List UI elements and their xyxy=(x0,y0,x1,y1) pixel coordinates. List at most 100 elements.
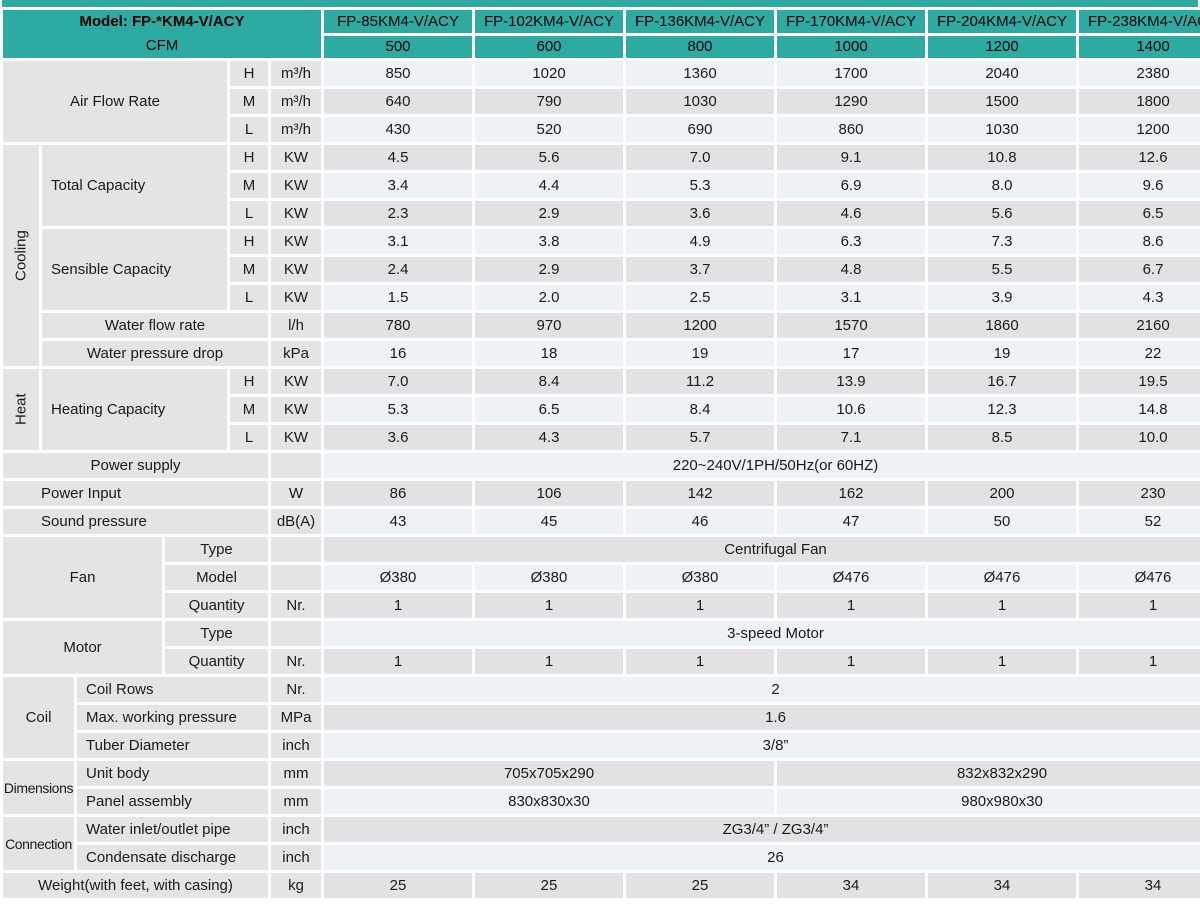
data-cell: 7.0 xyxy=(324,369,472,394)
data-cell: 2.5 xyxy=(626,285,774,310)
merged-value-panel-large: 980x980x30 xyxy=(777,789,1200,814)
unit-label: KW xyxy=(271,145,321,170)
unit-label xyxy=(271,565,321,590)
data-cell: 6.7 xyxy=(1079,257,1200,282)
data-cell: 3.8 xyxy=(475,229,623,254)
data-cell: 4.4 xyxy=(475,173,623,198)
col-header: FP-238KM4-V/ACY xyxy=(1079,10,1200,33)
unit-label: Nr. xyxy=(271,649,321,674)
cfm-value: 1400 xyxy=(1079,35,1200,58)
sub-label-quantity: Quantity xyxy=(165,649,268,674)
data-cell: 780 xyxy=(324,313,472,338)
speed-label: L xyxy=(230,117,268,142)
unit-label: inch xyxy=(271,817,321,842)
data-cell: 8.0 xyxy=(928,173,1076,198)
merged-value-unit-body-small: 705x705x290 xyxy=(324,761,774,786)
row-label-power-supply: Power supply xyxy=(3,453,268,478)
unit-label xyxy=(271,453,321,478)
col-header: FP-204KM4-V/ACY xyxy=(928,10,1076,33)
data-cell: 1 xyxy=(475,593,623,618)
unit-label: m³/h xyxy=(271,89,321,114)
sub-label-type: Type xyxy=(165,537,268,562)
row-label-tuber-diameter: Tuber Diameter xyxy=(77,733,268,758)
row-label-sensible-capacity: Sensible Capacity xyxy=(42,229,227,310)
unit-label xyxy=(271,537,321,562)
model-label: Model: FP-*KM4-V/ACY xyxy=(79,13,245,30)
data-cell: 34 xyxy=(928,873,1076,898)
data-cell: 9.6 xyxy=(1079,173,1200,198)
cfm-value: 500 xyxy=(324,35,472,58)
data-cell: 34 xyxy=(1079,873,1200,898)
col-header: FP-170KM4-V/ACY xyxy=(777,10,925,33)
unit-label: mm xyxy=(271,789,321,814)
data-cell: 8.4 xyxy=(626,397,774,422)
row-label-air-flow: Air Flow Rate xyxy=(3,61,227,142)
data-cell: 25 xyxy=(475,873,623,898)
data-cell: 200 xyxy=(928,481,1076,506)
row-label-power-input: Power Input xyxy=(3,481,268,506)
data-cell: 5.3 xyxy=(324,397,472,422)
data-cell: 43 xyxy=(324,509,472,534)
speed-label: M xyxy=(230,89,268,114)
unit-label: W xyxy=(271,481,321,506)
data-cell: 11.2 xyxy=(626,369,774,394)
data-cell: 16.7 xyxy=(928,369,1076,394)
data-cell: 2380 xyxy=(1079,61,1200,86)
data-cell: 2040 xyxy=(928,61,1076,86)
speed-label: H xyxy=(230,369,268,394)
speed-label: M xyxy=(230,397,268,422)
data-cell: 1860 xyxy=(928,313,1076,338)
data-cell: 1 xyxy=(626,593,774,618)
row-label-coil-rows: Coil Rows xyxy=(77,677,268,702)
unit-label xyxy=(271,621,321,646)
data-cell: 13.9 xyxy=(777,369,925,394)
merged-value-panel-small: 830x830x30 xyxy=(324,789,774,814)
data-cell: 8.4 xyxy=(475,369,623,394)
data-cell: 1030 xyxy=(928,117,1076,142)
data-cell: 19 xyxy=(626,341,774,366)
data-cell: 790 xyxy=(475,89,623,114)
sub-label-type: Type xyxy=(165,621,268,646)
merged-value-max-pressure: 1.6 xyxy=(324,705,1200,730)
data-cell: 1 xyxy=(928,649,1076,674)
data-cell: 520 xyxy=(475,117,623,142)
unit-label: l/h xyxy=(271,313,321,338)
data-cell: 6.5 xyxy=(475,397,623,422)
row-label-total-capacity: Total Capacity xyxy=(42,145,227,226)
group-label-fan: Fan xyxy=(3,537,162,618)
data-cell: 10.0 xyxy=(1079,425,1200,450)
spec-table: Model: FP-*KM4-V/ACY CFM FP-85KM4-V/ACY … xyxy=(0,7,1200,901)
unit-label: KW xyxy=(271,369,321,394)
data-cell: 1800 xyxy=(1079,89,1200,114)
data-cell: 106 xyxy=(475,481,623,506)
data-cell: 6.5 xyxy=(1079,201,1200,226)
data-cell: 4.6 xyxy=(777,201,925,226)
data-cell: 5.6 xyxy=(475,145,623,170)
unit-label: m³/h xyxy=(271,117,321,142)
data-cell: 4.3 xyxy=(1079,285,1200,310)
sub-label-quantity: Quantity xyxy=(165,593,268,618)
data-cell: 3.6 xyxy=(626,201,774,226)
data-cell: 1 xyxy=(928,593,1076,618)
data-cell: 1200 xyxy=(1079,117,1200,142)
data-cell: 4.5 xyxy=(324,145,472,170)
group-label-heat: Heat xyxy=(3,369,39,450)
data-cell: 3.7 xyxy=(626,257,774,282)
unit-label: kg xyxy=(271,873,321,898)
unit-label: KW xyxy=(271,173,321,198)
data-cell: 6.9 xyxy=(777,173,925,198)
group-label-coil: Coil xyxy=(3,677,74,758)
data-cell: 690 xyxy=(626,117,774,142)
cfm-value: 800 xyxy=(626,35,774,58)
unit-label: mm xyxy=(271,761,321,786)
data-cell: 5.3 xyxy=(626,173,774,198)
data-cell: 7.0 xyxy=(626,145,774,170)
data-cell: 1570 xyxy=(777,313,925,338)
data-cell: 3.1 xyxy=(324,229,472,254)
data-cell: 10.8 xyxy=(928,145,1076,170)
data-cell: 1020 xyxy=(475,61,623,86)
data-cell: 46 xyxy=(626,509,774,534)
group-label-cooling: Cooling xyxy=(3,145,39,366)
merged-value-coil-rows: 2 xyxy=(324,677,1200,702)
unit-label: KW xyxy=(271,285,321,310)
